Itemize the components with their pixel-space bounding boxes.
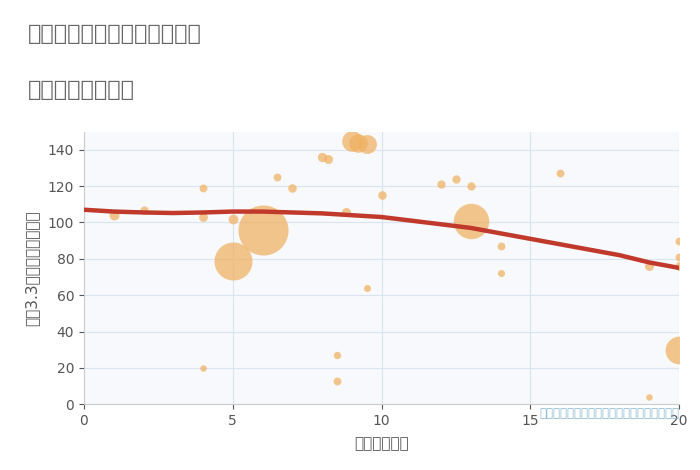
- Text: 円の大きさは、取引のあった物件面積を示す: 円の大きさは、取引のあった物件面積を示す: [539, 407, 679, 420]
- Point: [272, 173, 283, 181]
- Point: [361, 141, 372, 148]
- Point: [465, 182, 476, 190]
- Point: [673, 262, 685, 270]
- Point: [346, 137, 357, 144]
- Point: [287, 184, 298, 192]
- Point: [673, 346, 685, 353]
- Y-axis label: 坪（3.3㎡）単価（万円）: 坪（3.3㎡）単価（万円）: [25, 210, 40, 326]
- Point: [554, 170, 566, 177]
- Text: 兵庫県西宮市上ヶ原三番町の: 兵庫県西宮市上ヶ原三番町の: [28, 24, 202, 44]
- Point: [257, 226, 268, 234]
- Point: [644, 262, 655, 270]
- Point: [331, 377, 342, 384]
- Point: [495, 270, 506, 277]
- Point: [361, 284, 372, 292]
- Point: [322, 155, 333, 163]
- Point: [340, 208, 351, 215]
- Point: [495, 243, 506, 250]
- Point: [138, 206, 149, 213]
- Point: [673, 237, 685, 244]
- Point: [450, 175, 461, 183]
- Point: [331, 352, 342, 359]
- Point: [108, 212, 119, 219]
- Point: [673, 253, 685, 261]
- Point: [644, 393, 655, 401]
- Point: [435, 180, 447, 188]
- Point: [227, 257, 238, 265]
- Text: 駅距離別土地価格: 駅距離別土地価格: [28, 80, 135, 100]
- Point: [227, 215, 238, 223]
- X-axis label: 駅距離（分）: 駅距離（分）: [354, 436, 409, 451]
- Point: [376, 191, 387, 199]
- Point: [197, 364, 209, 372]
- Point: [197, 184, 209, 192]
- Point: [316, 153, 328, 161]
- Point: [197, 213, 209, 221]
- Point: [352, 139, 363, 146]
- Point: [465, 217, 476, 224]
